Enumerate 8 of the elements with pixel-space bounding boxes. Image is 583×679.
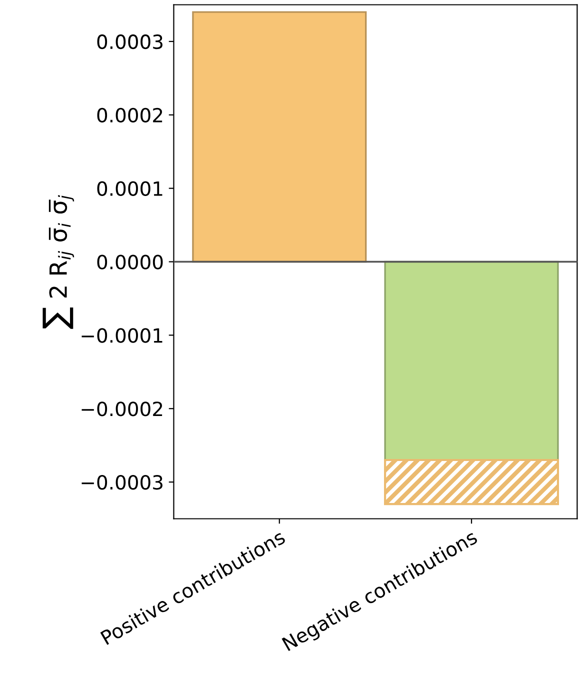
- y-tick-label: −0.0001: [82, 328, 162, 343]
- y-tick-label: 0.0002: [97, 108, 162, 123]
- y-axis-title: ∑ 2 R$_{ij}$ σ̅$_{i}$ σ̅$_{j}$: [42, 195, 74, 329]
- y-tick-label: −0.0002: [82, 402, 162, 416]
- y-tick-label: 0.0003: [97, 34, 162, 50]
- y-tick-label: 0.0000: [97, 254, 163, 270]
- y-tick-label: 0.0001: [97, 181, 162, 196]
- y-tick-label: −0.0003: [82, 474, 162, 490]
